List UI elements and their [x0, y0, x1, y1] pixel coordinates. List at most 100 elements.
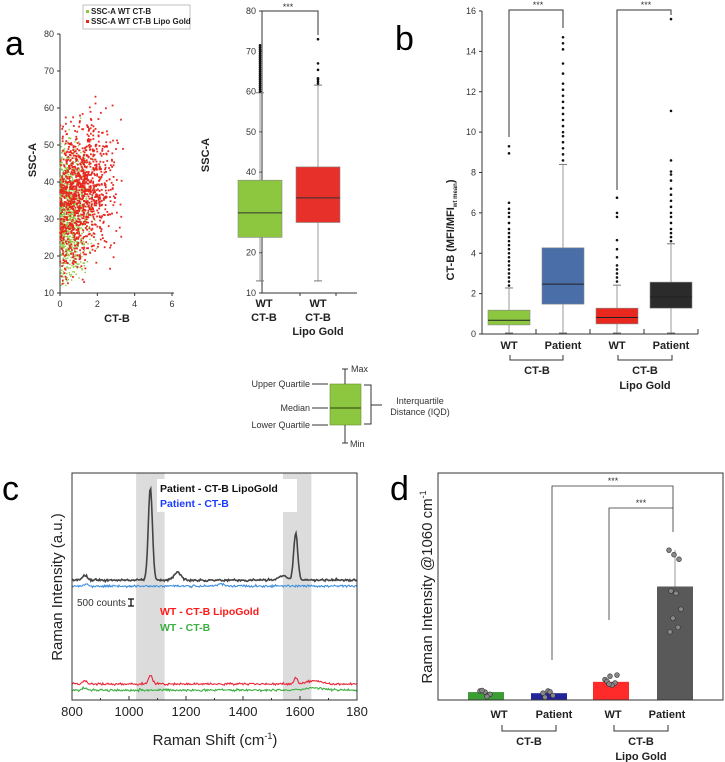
scatter-point: [66, 169, 69, 172]
scatter-point: [67, 191, 69, 193]
box: [295, 166, 341, 223]
scatter-point: [83, 253, 86, 256]
scatter-point: [79, 252, 82, 254]
box: [649, 281, 693, 309]
scatter-point: [77, 245, 79, 248]
scatter-point: [62, 252, 64, 255]
scatter-point: [78, 186, 81, 189]
data-point: [673, 590, 679, 597]
scatter-point: [85, 196, 88, 198]
outlier-point: [507, 272, 511, 275]
scatter-point: [59, 238, 62, 241]
scatter-point: [67, 202, 70, 205]
scatter-point: [84, 188, 87, 191]
outlier-point: [258, 62, 262, 65]
scatter-point: [62, 180, 65, 183]
bar-chart-d: Raman Intensity @1060 cm-1 *** *** WT Pa…: [418, 472, 724, 762]
outlier-point: [507, 211, 511, 215]
scatter-point: [62, 259, 65, 262]
scatter-point: [74, 265, 77, 267]
scatter-point: [85, 159, 88, 162]
outlier-point: [669, 239, 673, 243]
scatter-point: [106, 160, 109, 162]
scatter-point: [67, 141, 69, 143]
scatter-point: [73, 241, 75, 244]
scatter-point: [65, 133, 68, 136]
scatter-point: [71, 229, 74, 231]
scatter-point: [75, 265, 78, 267]
scatter-point: [81, 203, 84, 206]
outlier-point: [561, 100, 565, 104]
scatter-point: [69, 263, 71, 266]
scatter-point: [92, 155, 95, 158]
scatter-point: [97, 199, 100, 201]
scatter-point: [82, 229, 85, 232]
scatter-point: [61, 262, 63, 265]
scatter-point: [78, 196, 81, 199]
scatter-point: [113, 242, 116, 244]
outlier-point: [561, 112, 565, 116]
scatter-point: [97, 242, 100, 245]
scatter-point: [109, 267, 111, 270]
scatter-point: [72, 224, 75, 227]
scatter-point: [83, 249, 86, 252]
scatter-point: [69, 197, 72, 199]
scatter-point: [67, 168, 69, 171]
scatter-point: [84, 192, 87, 195]
scatter-point: [69, 200, 72, 203]
scatter-point: [91, 210, 93, 213]
scatter-point: [96, 183, 98, 186]
scatter-point: [71, 218, 74, 221]
scatter-point: [80, 165, 83, 168]
outlier-point: [507, 247, 511, 251]
y-tick-label: 60: [44, 103, 54, 113]
scatter-point: [88, 128, 90, 130]
scatter-point: [93, 217, 95, 220]
scatter-point: [97, 183, 100, 186]
scatter-point: [87, 156, 90, 159]
scatter-point: [59, 124, 62, 127]
scatter-point: [68, 196, 71, 199]
scatter-point: [94, 127, 97, 130]
scatter-point: [75, 152, 78, 155]
scatter-point: [60, 206, 62, 209]
scatter-point: [86, 175, 89, 178]
scatter-point: [69, 198, 71, 200]
panel-label-c: c: [2, 470, 19, 508]
x-tick-label: 800: [61, 704, 83, 719]
scatter-point: [77, 171, 80, 174]
scatter-point: [69, 167, 72, 170]
scatter-point: [62, 171, 65, 173]
scatter-point: [73, 204, 75, 206]
scatter-point: [70, 151, 73, 154]
scatter-point: [60, 275, 63, 278]
scatter-point: [84, 157, 86, 160]
scatter-point: [70, 196, 73, 198]
scatter-point: [73, 210, 75, 212]
scatter-point: [113, 161, 116, 164]
scatter-point: [74, 250, 76, 253]
scatter-point: [83, 200, 86, 202]
scatter-point: [84, 227, 87, 229]
scatter-point: [72, 195, 74, 198]
scatter-point: [79, 202, 82, 205]
scatter-point: [86, 193, 88, 196]
outlier-point: [507, 268, 511, 271]
x-tick-label: 1000: [115, 704, 144, 719]
scatter-point: [83, 219, 86, 221]
scatter-point: [92, 153, 95, 156]
scatter-point: [67, 209, 69, 212]
scatter-point: [90, 145, 92, 148]
outlier-point: [561, 134, 565, 138]
outlier-point: [669, 199, 673, 203]
panel-label-b: b: [395, 20, 414, 58]
scatter-point: [67, 278, 70, 281]
scatter-point: [86, 182, 89, 185]
scatter-point: [99, 160, 102, 163]
scatter-point: [75, 212, 78, 215]
scatter-point: [83, 182, 86, 185]
scatter-point: [61, 225, 63, 228]
scatter-point: [73, 188, 76, 191]
scatter-point: [60, 161, 63, 163]
outlier-point: [258, 58, 262, 61]
